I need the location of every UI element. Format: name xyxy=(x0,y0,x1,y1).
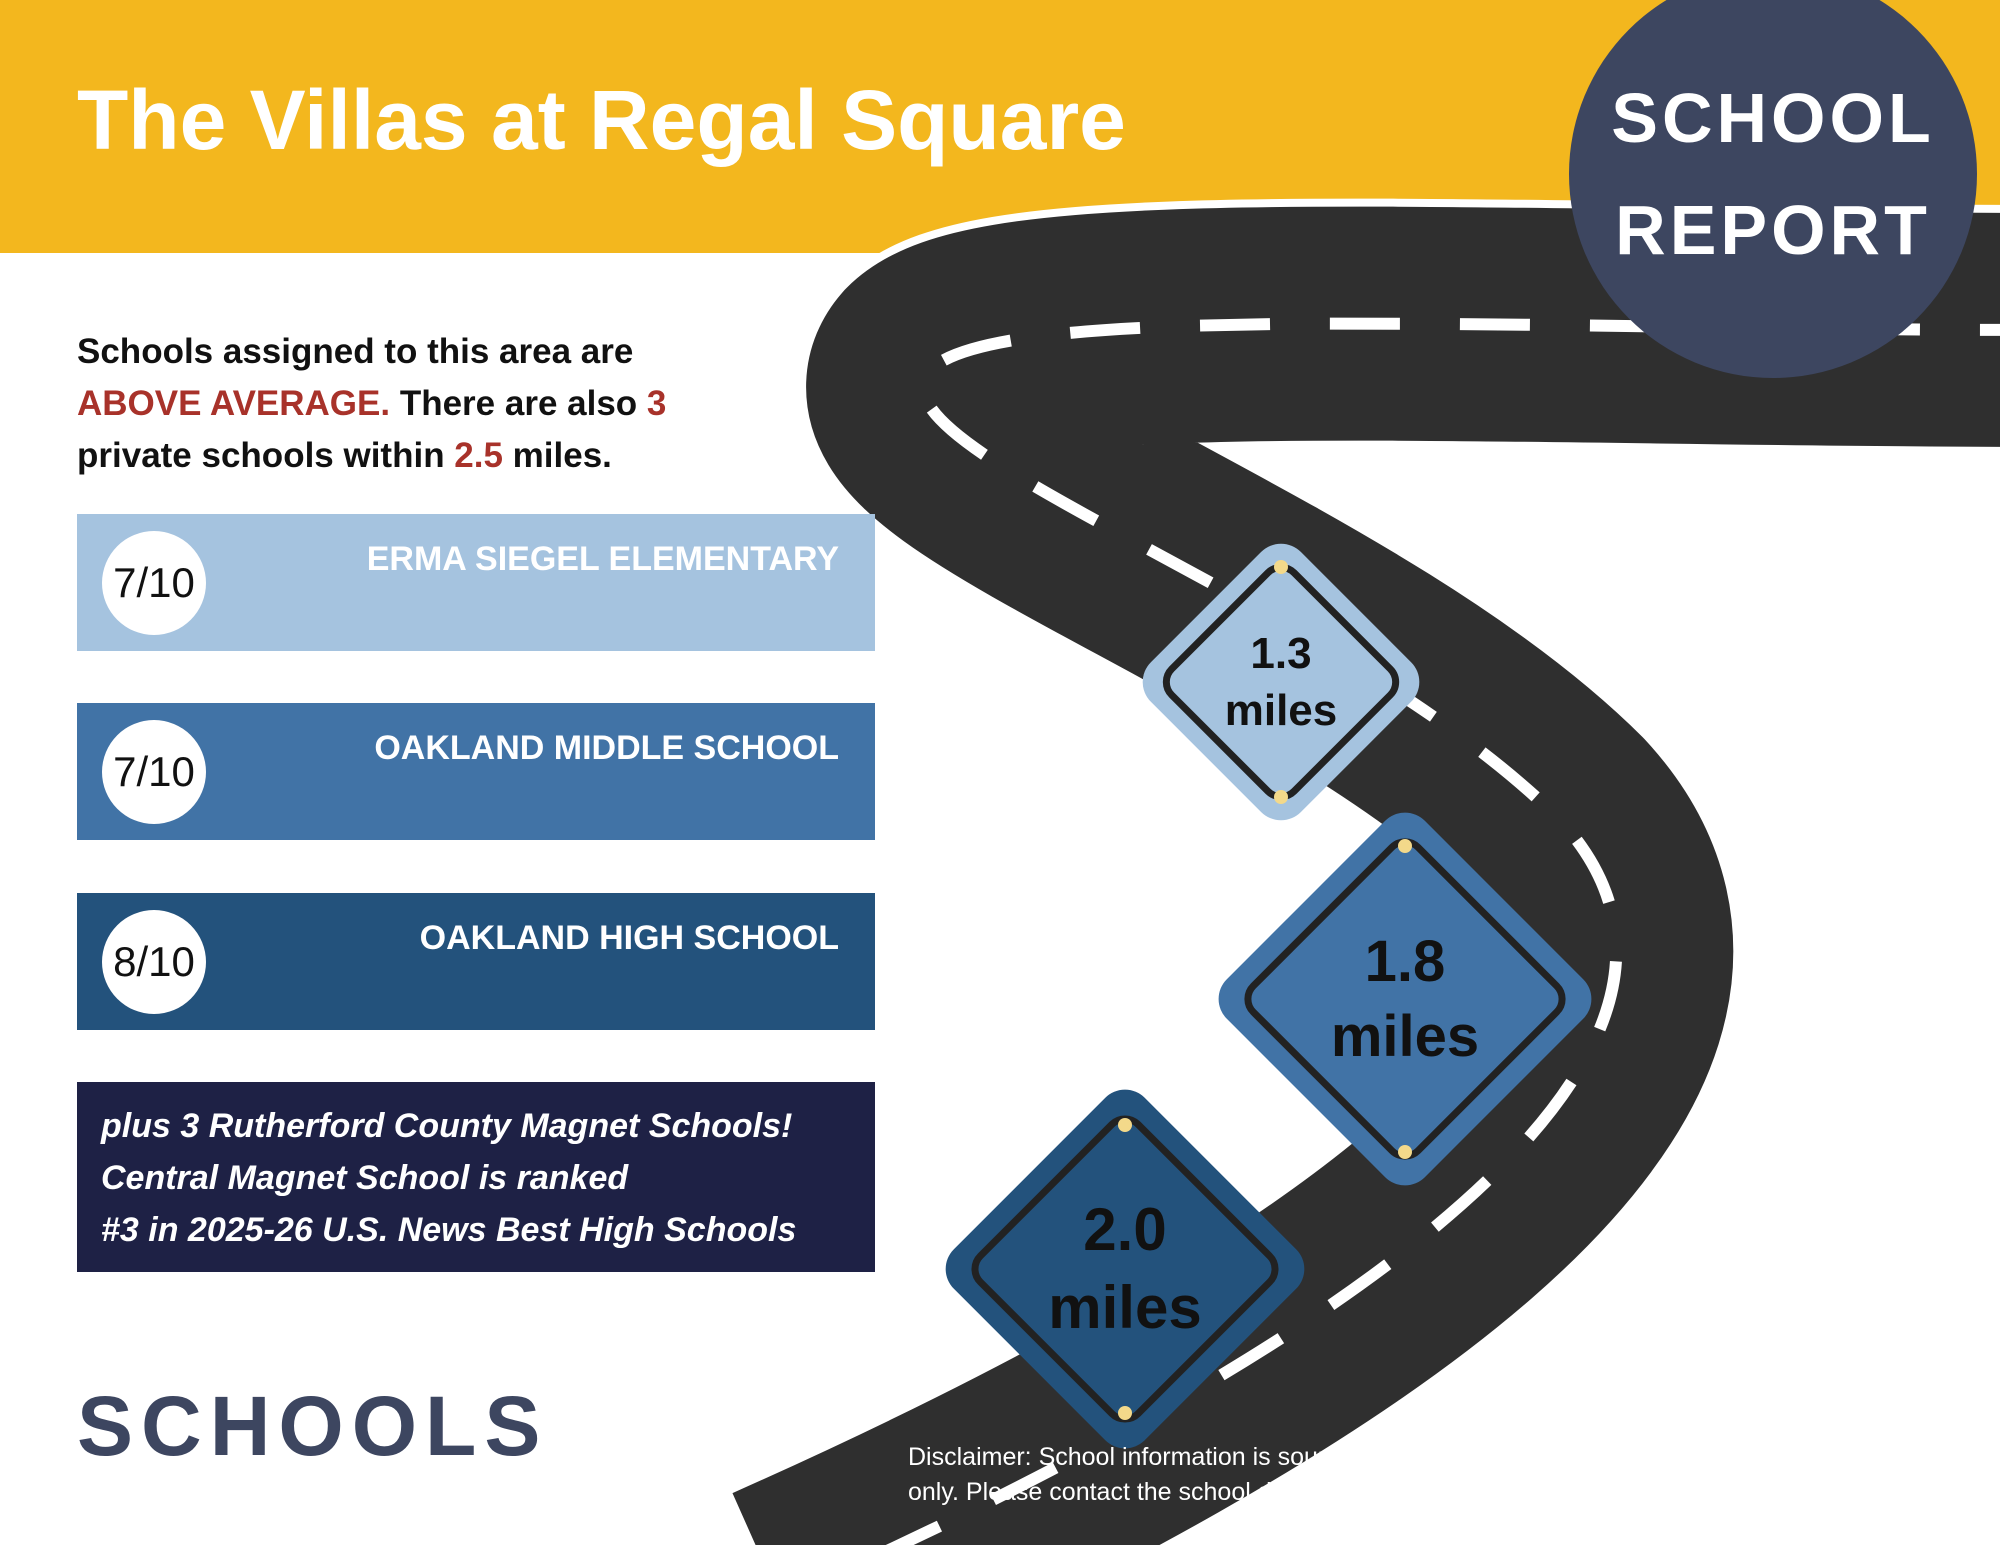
school-card-elementary: 7/10 ERMA SIEGEL ELEMENTARY xyxy=(77,514,875,651)
school-card-middle: 7/10 OAKLAND MIDDLE SCHOOL xyxy=(77,703,875,840)
score-badge: 7/10 xyxy=(102,531,206,635)
magnet-schools-note: plus 3 Rutherford County Magnet Schools!… xyxy=(77,1082,875,1272)
intro-part4: miles. xyxy=(502,436,612,475)
magnet-line2: Central Magnet School is ranked xyxy=(101,1159,629,1197)
disclaimer: Disclaimer: School information is source… xyxy=(908,1443,1951,1506)
badge-line2: REPORT xyxy=(1615,191,1931,269)
school-name: OAKLAND HIGH SCHOOL xyxy=(419,919,839,957)
private-count: 3 xyxy=(646,384,667,423)
magnet-line3: #3 in 2025-26 U.S. News Best High School… xyxy=(101,1211,797,1249)
distance-sign-elementary: 1.3 miles xyxy=(1131,532,1431,832)
distance-unit: miles xyxy=(1224,686,1338,735)
intro-part3: private schools within xyxy=(77,436,455,475)
school-name: ERMA SIEGEL ELEMENTARY xyxy=(366,540,839,578)
school-name: OAKLAND MIDDLE SCHOOL xyxy=(374,729,839,767)
magnet-line1: plus 3 Rutherford County Magnet Schools! xyxy=(101,1107,793,1145)
school-card-high: 8/10 OAKLAND HIGH SCHOOL xyxy=(77,893,875,1030)
school-report-badge: SCHOOL REPORT xyxy=(1569,0,1977,378)
badge-line1: SCHOOL xyxy=(1611,79,1935,157)
distance-value: 1.3 xyxy=(1250,628,1312,678)
radius: 2.5 xyxy=(454,436,503,475)
distance-sign-high: 2.0 miles xyxy=(934,1078,1316,1460)
distance-value: 1.8 xyxy=(1364,928,1446,994)
score-badge: 7/10 xyxy=(102,720,206,824)
distance-sign-middle: 1.8 miles xyxy=(1207,801,1603,1197)
intro-text: Schools assigned to this area are ABOVE … xyxy=(77,326,717,482)
page-title: The Villas at Regal Square xyxy=(77,73,1126,167)
score-badge: 8/10 xyxy=(102,910,206,1014)
section-title: SCHOOLS xyxy=(77,1379,549,1473)
distance-unit: miles xyxy=(1330,1004,1480,1069)
distance-value: 2.0 xyxy=(1083,1196,1167,1263)
road-center-line xyxy=(885,317,2000,1545)
intro-part2: There are also xyxy=(390,384,647,423)
rating-word: ABOVE AVERAGE. xyxy=(77,384,391,423)
distance-unit: miles xyxy=(1048,1274,1202,1341)
intro-part1: Schools assigned to this area are xyxy=(77,332,634,371)
